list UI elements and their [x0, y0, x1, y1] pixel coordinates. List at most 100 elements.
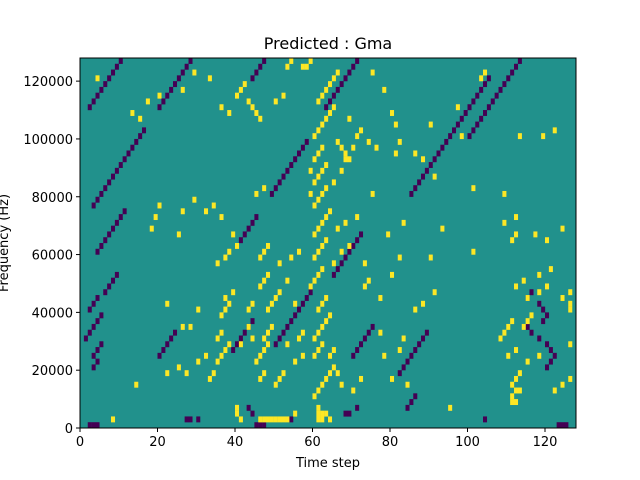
heatmap-cell-high — [324, 162, 329, 168]
heatmap-cell-low — [343, 75, 348, 82]
heatmap-cell-high — [258, 283, 263, 290]
heatmap-cell-high — [510, 381, 515, 388]
heatmap-cell-low — [506, 75, 511, 82]
heatmap-cell-high — [359, 127, 364, 134]
heatmap-cell-high — [304, 63, 309, 70]
heatmap-cell-high — [343, 150, 348, 157]
heatmap-cell-low — [118, 58, 123, 64]
heatmap-cell-low — [138, 133, 143, 140]
heatmap-cell-high — [262, 347, 267, 353]
heatmap-cell-low — [114, 271, 119, 278]
heatmap-cell-low — [103, 185, 108, 192]
heatmap-cell-high — [316, 404, 321, 411]
heatmap-cell-low — [91, 352, 96, 359]
heatmap-cell-high — [517, 133, 522, 140]
heatmap-cell-high — [165, 300, 170, 307]
heatmap-cell-high — [312, 277, 317, 284]
heatmap-cell-low — [103, 81, 108, 88]
heatmap-cell-high — [180, 86, 185, 93]
heatmap-cell-high — [320, 219, 325, 226]
heatmap-cell-low — [250, 410, 255, 417]
heatmap-cell-low — [289, 318, 294, 325]
heatmap-cell-low — [130, 144, 135, 151]
heatmap-cell-low — [525, 323, 530, 330]
heatmap-cell-high — [335, 225, 340, 232]
heatmap-cell-low — [366, 329, 371, 336]
heatmap-cell-high — [219, 104, 224, 111]
heatmap-cell-high — [227, 248, 232, 255]
heatmap-cell-low — [362, 335, 367, 342]
heatmap-cell-low — [421, 335, 426, 342]
heatmap-cell-low — [277, 335, 282, 342]
heatmap-cell-low — [486, 104, 491, 111]
heatmap-cell-low — [351, 352, 356, 359]
heatmap-cell-high — [525, 318, 530, 325]
heatmap-cell-high — [320, 266, 325, 273]
y-tick-label: 100000 — [23, 133, 73, 148]
heatmap-cell-low — [436, 150, 441, 157]
heatmap-cell-high — [328, 110, 333, 116]
heatmap-cell-high — [297, 248, 302, 255]
x-tick-label: 120 — [533, 435, 558, 450]
heatmap-cell-low — [250, 219, 255, 226]
heatmap-cell-high — [428, 121, 433, 128]
heatmap-cell-high — [432, 289, 437, 296]
heatmap-cell-high — [328, 208, 333, 215]
heatmap-cell-low — [300, 300, 305, 307]
heatmap-cell-low — [359, 341, 364, 348]
heatmap-cell-low — [347, 248, 352, 255]
heatmap-cell-high — [324, 86, 329, 93]
heatmap-cell-high — [521, 323, 526, 330]
heatmap-cell-low — [122, 156, 127, 163]
heatmap-cell-low — [91, 364, 96, 371]
heatmap-cell-high — [254, 358, 259, 365]
heatmap-cell-low — [545, 364, 550, 371]
x-tick-label: 100 — [455, 435, 480, 450]
heatmap-cell-high — [269, 300, 274, 307]
heatmap-cell-low — [502, 81, 507, 88]
heatmap-cell-low — [328, 98, 333, 105]
heatmap-cell-high — [300, 329, 305, 336]
heatmap-cell-high — [316, 387, 321, 394]
heatmap-cell-high — [293, 358, 298, 365]
heatmap-cell-high — [223, 306, 228, 313]
heatmap-cell-low — [331, 271, 336, 278]
heatmap-cell-high — [331, 104, 336, 111]
heatmap-cell-low — [293, 156, 298, 163]
heatmap-cell-low — [401, 364, 406, 371]
heatmap-cell-high — [262, 185, 267, 192]
heatmap-cell-low — [413, 185, 418, 192]
heatmap-cell-low — [537, 300, 542, 307]
x-axis: 0 20 40 60 80 100 120 — [76, 428, 558, 450]
heatmap-cell-high — [537, 271, 542, 278]
heatmap-cell-high — [568, 341, 573, 348]
heatmap-cell-high — [320, 323, 325, 330]
x-tick-label: 20 — [149, 435, 166, 450]
heatmap-cell-high — [374, 144, 379, 151]
heatmap-cell-high — [250, 104, 255, 111]
heatmap-cell-high — [568, 289, 573, 296]
heatmap-cell-high — [320, 410, 325, 417]
heatmap-cell-low — [293, 312, 298, 319]
y-tick-label: 0 — [65, 422, 73, 437]
heatmap-cell-low — [413, 347, 418, 353]
heatmap-cell-high — [207, 75, 212, 82]
heatmap-cell-low — [397, 370, 402, 377]
heatmap-cell-high — [316, 347, 321, 353]
heatmap-cell-high — [537, 289, 542, 296]
heatmap-cell-high — [266, 416, 271, 423]
heatmap-cell-low — [107, 75, 112, 82]
heatmap-cell-low — [161, 347, 166, 353]
heatmap-cell-low — [103, 237, 108, 244]
heatmap-cell-low — [370, 323, 375, 330]
heatmap-cell-high — [312, 133, 317, 140]
heatmap-cell-high — [285, 277, 290, 284]
heatmap-cell-high — [382, 352, 387, 359]
heatmap-cell-high — [111, 416, 116, 423]
heatmap-cell-high — [316, 127, 321, 134]
heatmap-cell-low — [405, 404, 410, 411]
heatmap-cell-high — [308, 190, 313, 197]
heatmap-cell-high — [316, 248, 321, 255]
heatmap-cell-high — [281, 416, 286, 423]
heatmap-cell-low — [324, 104, 329, 111]
